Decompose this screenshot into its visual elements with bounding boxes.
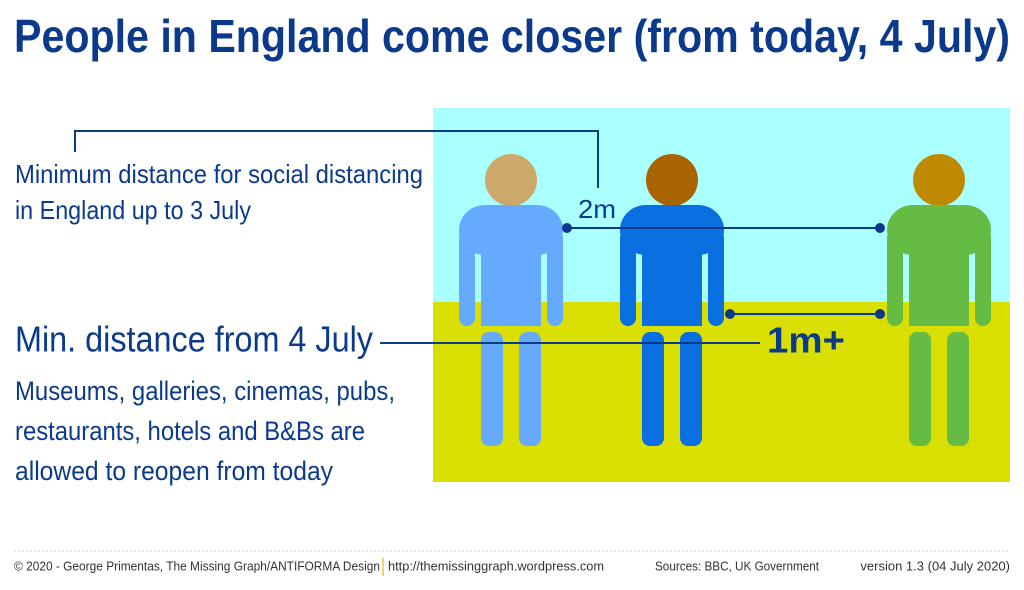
old-distance: 2m [578,194,616,224]
arm [620,230,636,326]
old-rule-line: in England up to 3 July [15,195,251,225]
leg [947,332,969,446]
torso [481,230,541,326]
arm [547,230,563,326]
leg [909,332,931,446]
arm [459,230,475,326]
people [459,154,991,446]
footer-url: http://themissinggraph.wordpress.com [388,558,604,573]
connectors [74,130,880,344]
footer-sources: Sources: BBC, UK Government [655,558,819,573]
arm [708,230,724,326]
old-rule-line: Minimum distance for social distancing [15,159,423,189]
leg [519,332,541,446]
new-rule-line: restaurants, hotels and B&Bs are [15,416,365,446]
dot [562,223,572,233]
torso [909,230,969,326]
leg [481,332,503,446]
dot [875,309,885,319]
arm [887,230,903,326]
dot [725,309,735,319]
new-rule-heading: Min. distance from 4 July [15,319,373,360]
new-distance: 1m+ [767,320,845,361]
dot [875,223,885,233]
new-rule-line: allowed to reopen from today [15,456,333,486]
torso [642,230,702,326]
connector [74,130,599,188]
head [646,154,698,206]
leg [680,332,702,446]
leg [642,332,664,446]
title: People in England come closer (from toda… [14,10,1010,62]
dots [562,223,885,319]
new-rule-line: Museums, galleries, cinemas, pubs, [15,376,395,406]
head [485,154,537,206]
footer-version: version 1.3 (04 July 2020) [860,558,1010,573]
footer-credit: © 2020 - George Primentas, The Missing G… [14,558,380,573]
arm [975,230,991,326]
head [913,154,965,206]
